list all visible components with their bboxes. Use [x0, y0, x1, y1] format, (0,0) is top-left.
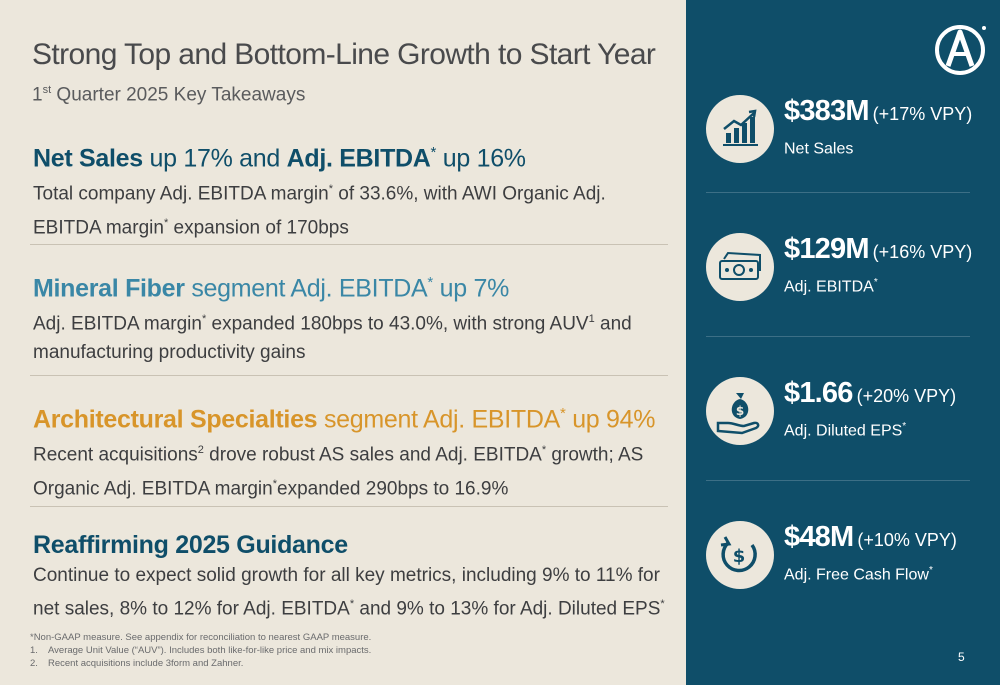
metric-value: $383M — [784, 95, 869, 127]
page-title: Strong Top and Bottom-Line Growth to Sta… — [32, 38, 656, 71]
takeaway-architectural-specialties: Architectural Specialties segment Adj. E… — [33, 399, 673, 503]
takeaway-heading: Net Sales up 17% and Adj. EBITDA* up 16% — [33, 144, 526, 173]
takeaway-body: Adj. EBITDA margin* expanded 180bps to 4… — [33, 313, 632, 363]
cash-flow-cycle-icon: $ — [706, 521, 774, 589]
svg-text:$: $ — [736, 404, 744, 418]
metric-value: $129M — [784, 233, 869, 265]
content-area — [0, 0, 686, 685]
metric-divider — [706, 480, 970, 481]
metric-change: (+17% VPY) — [872, 104, 973, 124]
metric-adj-ebitda: $129M (+16% VPY) Adj. EBITDA* — [706, 233, 986, 333]
metric-label: Net Sales — [784, 140, 854, 158]
section-divider — [30, 506, 668, 507]
svg-text:$: $ — [733, 546, 746, 567]
takeaway-heading: Architectural Specialties segment Adj. E… — [33, 405, 656, 434]
money-bag-hand-icon: $ — [706, 377, 774, 445]
metric-divider — [706, 336, 970, 337]
cash-bill-icon — [706, 233, 774, 301]
section-divider — [30, 375, 668, 376]
takeaway-heading: Mineral Fiber segment Adj. EBITDA* up 7% — [33, 274, 510, 303]
footnote-non-gaap: *Non-GAAP measure. See appendix for reco… — [30, 632, 372, 643]
metric-adj-diluted-eps: $ $1.66 (+20% VPY) Adj. Diluted EPS* — [706, 377, 986, 477]
metric-change: (+20% VPY) — [856, 386, 957, 406]
footnote-item: 2. Recent acquisitions include 3form and … — [30, 658, 244, 669]
takeaway-guidance: Reaffirming 2025 Guidance Continue to ex… — [33, 530, 673, 623]
metric-net-sales: $383M (+17% VPY) Net Sales — [706, 95, 986, 195]
takeaway-body: Continue to expect solid growth for all … — [33, 565, 665, 620]
takeaway-body: Recent acquisitions2 drove robust AS sal… — [33, 444, 644, 499]
takeaway-body: Total company Adj. EBITDA margin* of 33.… — [33, 183, 606, 238]
metric-change: (+10% VPY) — [857, 530, 957, 550]
company-logo-icon — [934, 18, 990, 78]
metric-value: $1.66 — [784, 377, 853, 409]
metric-label: Adj. Free Cash Flow* — [784, 565, 933, 584]
footnote-item: 1. Average Unit Value (“AUV”). Includes b… — [30, 645, 372, 656]
takeaway-net-sales: Net Sales up 17% and Adj. EBITDA* up 16%… — [33, 138, 673, 242]
section-divider — [30, 244, 668, 245]
footnotes: *Non-GAAP measure. See appendix for reco… — [30, 631, 371, 670]
growth-chart-icon — [706, 95, 774, 163]
metric-divider — [706, 192, 970, 193]
metric-change: (+16% VPY) — [872, 242, 973, 262]
page-number: 5 — [958, 650, 965, 664]
metric-adj-free-cash-flow: $ $48M (+10% VPY) Adj. Free Cash Flow* — [706, 521, 986, 621]
metric-label: Adj. EBITDA* — [784, 277, 878, 296]
takeaway-heading: Reaffirming 2025 Guidance — [33, 531, 348, 559]
takeaway-mineral-fiber: Mineral Fiber segment Adj. EBITDA* up 7%… — [33, 268, 673, 367]
page-subtitle: 1st Quarter 2025 Key Takeaways — [32, 84, 306, 106]
metric-label: Adj. Diluted EPS* — [784, 421, 907, 440]
metric-value: $48M — [784, 521, 854, 553]
